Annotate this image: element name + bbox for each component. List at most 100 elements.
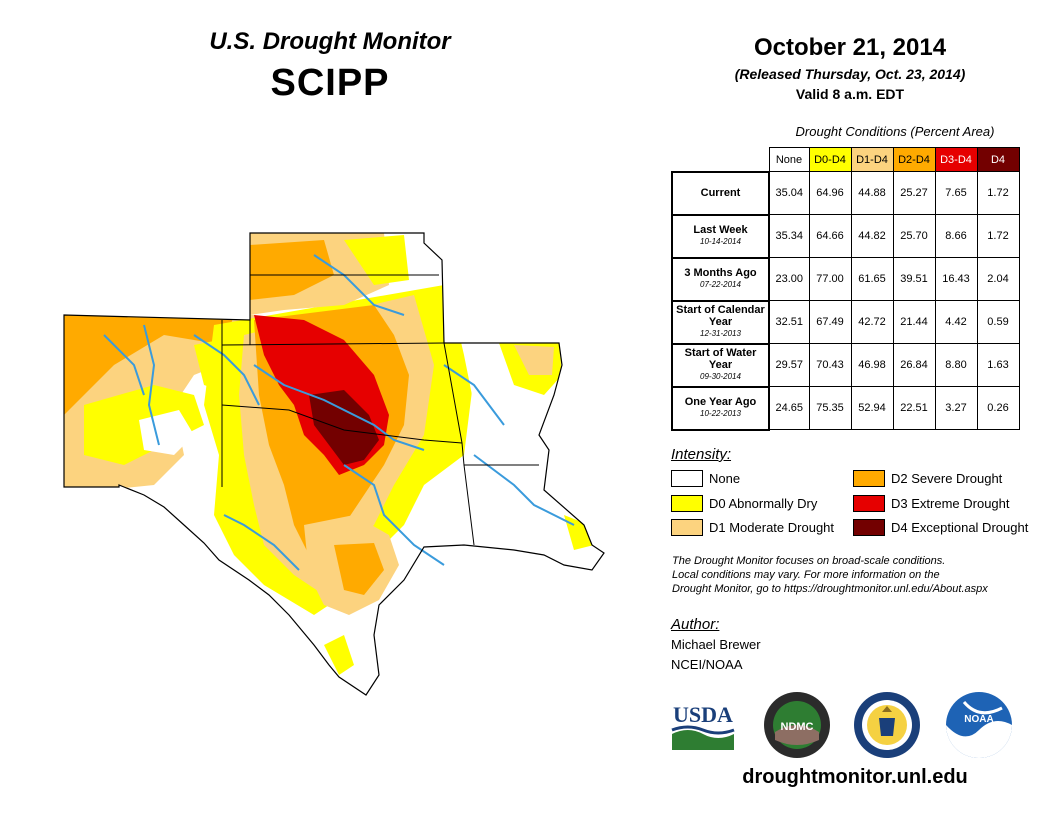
row-label-text: 3 Months Ago (684, 267, 757, 279)
cell-value: 23.00 (768, 257, 810, 301)
col-d2-d4: D2-D4 (892, 147, 936, 172)
legend-item: D2 Severe Drought (853, 470, 1002, 487)
cell-value: 35.04 (768, 171, 810, 215)
state-borders (221, 274, 539, 546)
cell-value: 44.88 (850, 171, 894, 215)
table-row: Current 35.04 64.96 44.88 25.27 7.65 1.72 (671, 170, 1020, 216)
cell-value: 16.43 (934, 257, 978, 301)
title-block: U.S. Drought Monitor SCIPP (160, 28, 500, 105)
row-date: 10-22-2013 (700, 409, 741, 418)
table-header-row: None D0-D4 D1-D4 D2-D4 D3-D4 D4 (672, 147, 1020, 172)
legend-item: D0 Abnormally Dry (671, 495, 817, 512)
note-line-1: The Drought Monitor focuses on broad-sca… (672, 555, 946, 567)
rivers (103, 254, 575, 571)
cell-value: 32.51 (768, 300, 810, 344)
conditions-table: None D0-D4 D1-D4 D2-D4 D3-D4 D4 Current 3… (671, 147, 1020, 431)
table-row: Start of Calendar Year 12-31-2013 32.51 67.… (671, 299, 1020, 345)
col-d3-d4: D3-D4 (934, 147, 978, 172)
table-row: Start of Water Year 09-30-2014 29.57 70.43 4… (671, 342, 1020, 388)
cell-value: 39.51 (892, 257, 936, 301)
row-label-text: Start of Water Year (684, 347, 757, 371)
usda-logo: USDA (668, 700, 738, 752)
row-label-text: One Year Ago (684, 396, 757, 408)
row-date: 09-30-2014 (700, 372, 741, 381)
author-heading: Author: (671, 616, 720, 633)
cell-value: 21.44 (892, 300, 936, 344)
author-name: Michael Brewer (671, 637, 761, 652)
legend-swatch (853, 495, 885, 512)
product-title: U.S. Drought Monitor (209, 28, 451, 55)
drought-map-svg (63, 232, 605, 696)
cell-value: 29.57 (768, 343, 810, 387)
cell-value: 0.26 (976, 386, 1020, 430)
cell-value: 3.27 (934, 386, 978, 430)
noaa-text: NOAA (964, 714, 993, 725)
legend-item: None (671, 470, 740, 487)
legend-label: D3 Extreme Drought (891, 496, 1010, 511)
release-date: (Released Thursday, Oct. 23, 2014) (734, 66, 966, 82)
cell-value: 0.59 (976, 300, 1020, 344)
legend-label: None (709, 471, 741, 486)
table-body: Current 35.04 64.96 44.88 25.27 7.65 1.72 Last … (671, 170, 1020, 431)
cell-value: 1.72 (976, 171, 1020, 215)
cell-value: 35.34 (768, 214, 810, 258)
row-label-text: Current (700, 187, 741, 199)
cell-value: 24.65 (768, 386, 810, 430)
legend-swatch (671, 470, 703, 487)
row-label-text: Last Week (693, 224, 748, 236)
region-outline (63, 232, 605, 696)
cell-value: 44.82 (850, 214, 894, 258)
date-block: October 21, 2014 (Released Thursday, Oct… (690, 34, 1010, 102)
cell-value: 61.65 (850, 257, 894, 301)
ndmc-text: NDMC (781, 721, 814, 733)
row-label: One Year Ago 10-22-2013 (671, 385, 770, 431)
cell-value: 75.35 (808, 386, 852, 430)
cell-value: 26.84 (892, 343, 936, 387)
cell-value: 77.00 (808, 257, 852, 301)
legend-label: D2 Severe Drought (891, 471, 1003, 486)
cell-value: 4.42 (934, 300, 978, 344)
legend-label: D0 Abnormally Dry (709, 496, 818, 511)
note-line-3: Drought Monitor, go to https://droughtmo… (672, 583, 988, 595)
legend-item: D3 Extreme Drought (853, 495, 1010, 512)
col-d0-d4: D0-D4 (808, 147, 852, 172)
site-url[interactable]: droughtmonitor.unl.edu (742, 766, 968, 788)
cell-value: 42.72 (850, 300, 894, 344)
legend-item: D4 Exceptional Drought (853, 519, 1028, 536)
drought-fill-layer (64, 233, 604, 695)
row-date: 10-14-2014 (700, 237, 741, 246)
row-label: Last Week 10-14-2014 (671, 213, 770, 259)
cell-value: 64.66 (808, 214, 852, 258)
cell-value: 70.43 (808, 343, 852, 387)
cell-value: 1.63 (976, 343, 1020, 387)
row-label: Start of Water Year 09-30-2014 (671, 342, 770, 388)
table-row: 3 Months Ago 07-22-2014 23.00 77.00 61.65 39.… (671, 256, 1020, 302)
legend-swatch (853, 519, 885, 536)
table-row: Last Week 10-14-2014 35.34 64.66 44.82 25.70 8… (671, 213, 1020, 259)
col-d4: D4 (976, 147, 1020, 172)
cell-value: 7.65 (934, 171, 978, 215)
row-label: 3 Months Ago 07-22-2014 (671, 256, 770, 302)
commerce-seal-logo (852, 690, 922, 760)
drought-map (44, 225, 624, 700)
legend-swatch (671, 519, 703, 536)
drought-note: The Drought Monitor focuses on broad-sca… (672, 554, 1052, 596)
map-date: October 21, 2014 (753, 34, 947, 61)
region-title: SCIPP (270, 62, 390, 104)
legend-swatch (671, 495, 703, 512)
legend-label: D1 Moderate Drought (709, 520, 835, 535)
row-label: Start of Calendar Year 12-31-2013 (671, 299, 770, 345)
conditions-caption: Drought Conditions (Percent Area) (795, 124, 995, 139)
legend-heading: Intensity: (671, 446, 732, 463)
cell-value: 8.66 (934, 214, 978, 258)
cell-value: 67.49 (808, 300, 852, 344)
cell-value: 52.94 (850, 386, 894, 430)
cell-value: 46.98 (850, 343, 894, 387)
noaa-logo: NOAA (944, 690, 1014, 760)
header-blank (672, 148, 769, 172)
cell-value: 25.27 (892, 171, 936, 215)
table-row: One Year Ago 10-22-2013 24.65 75.35 52.94 22.… (671, 385, 1020, 431)
row-label-text: Start of Calendar Year (676, 304, 765, 328)
usda-text: USDA (673, 702, 733, 727)
col-d1-d4: D1-D4 (850, 147, 894, 172)
